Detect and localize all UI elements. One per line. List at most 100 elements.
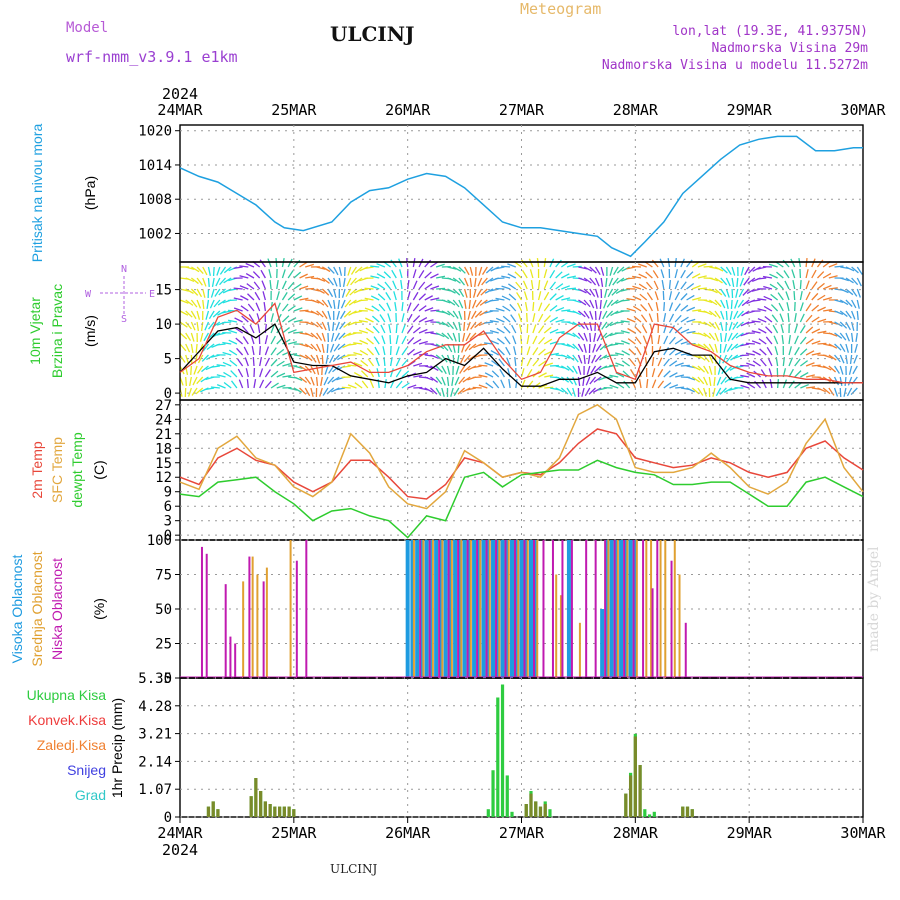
- wind-arrow: [726, 343, 733, 352]
- wind-arrow: [606, 299, 614, 308]
- wind-arrow: [697, 275, 707, 279]
- wind-arrow: [259, 379, 265, 389]
- cloud-bar: [424, 540, 429, 678]
- wind-arrow: [293, 387, 303, 393]
- cloud-bar: [613, 540, 616, 678]
- wind-arrow: [430, 297, 440, 301]
- wind-arrow: [817, 282, 825, 290]
- wind-arrow: [216, 384, 226, 389]
- wind-arrow: [282, 374, 292, 378]
- wind-arrow: [470, 321, 477, 330]
- wind-arrow: [794, 358, 801, 367]
- wind-arrow: [680, 328, 690, 334]
- wind-arrow: [287, 270, 294, 279]
- wind-arrow: [347, 343, 357, 346]
- panel-frame: [179, 677, 864, 818]
- wind-arrow: [477, 277, 483, 287]
- wind-arrow: [310, 365, 316, 375]
- wind-arrow: [339, 321, 346, 330]
- wind-arrow: [472, 376, 482, 379]
- wind-arrow: [199, 332, 204, 342]
- wind-arrow: [512, 335, 517, 345]
- wind-arrow: [674, 291, 681, 301]
- wind-arrow: [223, 277, 232, 284]
- wind-arrow: [720, 299, 726, 309]
- wind-arrow: [321, 288, 330, 296]
- wind-arrow: [823, 308, 833, 312]
- wind-arrow: [680, 258, 685, 268]
- wind-arrow: [691, 387, 700, 395]
- wind-arrow: [850, 332, 854, 343]
- cloud-bar: [410, 540, 415, 678]
- wind-arrow: [794, 370, 802, 378]
- precip-bar: [624, 793, 628, 817]
- precip-bar: [491, 770, 495, 817]
- precip-legend-4: Grad: [75, 787, 106, 803]
- wind-arrow: [621, 340, 630, 345]
- wind-arrow: [394, 302, 397, 312]
- wind-arrow: [680, 304, 689, 312]
- wind-arrow: [581, 387, 585, 397]
- wind-arrow: [239, 285, 249, 290]
- wind-arrow: [446, 332, 454, 341]
- wind-arrow: [230, 370, 238, 378]
- wind-arrow: [714, 332, 719, 342]
- wind-arrow: [856, 310, 859, 321]
- wind-arrow: [592, 387, 602, 393]
- wind-arrow: [461, 387, 471, 393]
- wind-arrow: [555, 387, 564, 393]
- wind-arrow: [833, 365, 840, 374]
- wind-arrow: [412, 315, 421, 323]
- wind-arrow: [327, 277, 334, 286]
- wind-arrow: [469, 332, 477, 341]
- wind-arrow: [544, 362, 554, 367]
- wind-arrow: [526, 357, 532, 367]
- wind-arrow: [674, 362, 684, 367]
- wind-arrow: [737, 299, 745, 308]
- wind-arrow: [692, 309, 702, 312]
- wind-arrow: [845, 310, 852, 319]
- wind-arrow: [391, 269, 397, 279]
- wind-arrow: [764, 316, 773, 323]
- wind-arrow: [384, 379, 387, 389]
- wind-arrow: [555, 306, 565, 312]
- wind-arrow: [703, 332, 712, 339]
- wind-arrow: [452, 354, 455, 365]
- wind-arrow: [430, 273, 439, 279]
- dewpoint-line: [179, 459, 864, 539]
- wind-arrow: [463, 277, 469, 287]
- wind-arrow: [478, 266, 483, 276]
- wind-arrow: [770, 304, 779, 312]
- wind-arrow: [572, 343, 580, 351]
- wind-arrow: [626, 266, 636, 270]
- wind-arrow: [811, 328, 821, 334]
- wind-arrow: [185, 376, 188, 387]
- wind-arrow: [299, 273, 308, 279]
- wind-arrow: [407, 279, 410, 290]
- wind-arrow: [616, 277, 625, 284]
- wind-arrow: [549, 281, 557, 290]
- wind-arrow: [603, 365, 613, 369]
- x-tick-label-bottom: 25MAR: [271, 824, 317, 842]
- wind-arrow: [501, 285, 511, 290]
- wind-arrow: [524, 302, 528, 312]
- cloud-bar: [632, 540, 635, 678]
- cloud-bar: [673, 540, 676, 678]
- wind-arrow: [751, 330, 761, 334]
- precip-bar: [690, 809, 694, 817]
- wind-arrow: [757, 308, 767, 312]
- precip-bar: [548, 809, 552, 817]
- wind-arrow: [335, 321, 340, 331]
- cloud-bar: [523, 540, 526, 678]
- wind-arrow: [337, 343, 346, 351]
- wind-arrow: [338, 277, 341, 288]
- wind-arrow: [447, 310, 455, 318]
- wind-arrow: [805, 350, 815, 356]
- wind-arrow: [663, 335, 669, 345]
- x-tick-label-top: 30MAR: [840, 101, 886, 119]
- wind-arrow: [328, 354, 335, 364]
- cloud-bar: [656, 540, 659, 678]
- wind-arrow: [233, 307, 243, 312]
- wind-speed-line: [179, 323, 863, 387]
- wind-arrow: [418, 305, 427, 312]
